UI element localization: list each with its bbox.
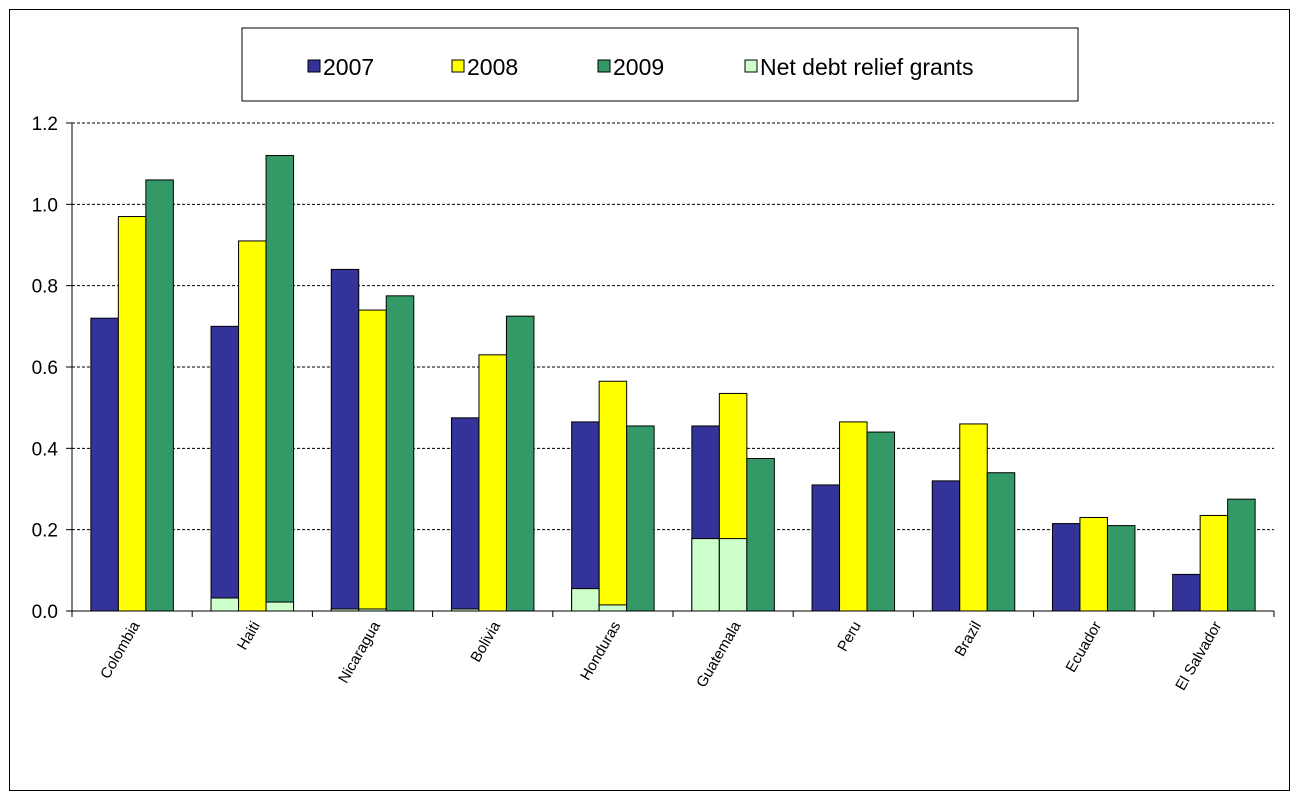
bar-net-debt-relief	[210, 597, 240, 612]
bar-net-debt-relief	[691, 538, 720, 612]
category-label: Colombia	[97, 618, 144, 682]
bar-2007	[90, 317, 119, 612]
bar-2008	[598, 380, 628, 612]
bar-2009	[1106, 525, 1136, 612]
legend-swatch	[451, 59, 465, 73]
bar-2009	[866, 431, 896, 612]
bar-2008	[117, 216, 147, 612]
bar-net-debt-relief	[571, 588, 600, 612]
bar-net-debt-relief	[718, 538, 748, 612]
y-tick-label: 0.2	[32, 521, 58, 542]
y-tick-label: 1.0	[32, 195, 58, 216]
bar-2009	[1227, 498, 1256, 612]
bar-2008	[1079, 516, 1108, 612]
bar-2007	[1172, 573, 1201, 612]
bar-2009	[265, 155, 295, 612]
legend-swatch	[744, 59, 758, 73]
y-tick-label: 0.6	[32, 358, 58, 379]
bar-2007	[811, 484, 841, 612]
legend-label: 2008	[467, 54, 518, 80]
legend-label: Net debt relief grants	[760, 54, 974, 80]
bar-2009	[746, 458, 775, 612]
bar-2009	[385, 295, 415, 612]
bar-2009	[505, 315, 535, 612]
bar-2007	[450, 417, 480, 612]
bar-2008	[839, 421, 868, 612]
bar-2007	[1051, 523, 1081, 612]
bar-2007	[571, 421, 600, 612]
category-label: Brazil	[951, 619, 984, 660]
bar-2008	[959, 423, 988, 612]
bar-2007	[931, 480, 961, 612]
legend-swatch	[597, 59, 611, 73]
category-label: El Salvador	[1172, 619, 1225, 694]
bar-2007	[210, 325, 240, 612]
category-label: Honduras	[577, 619, 624, 684]
bar-2008	[478, 354, 507, 612]
bar-2009	[986, 472, 1016, 612]
y-tick-label: 0.0	[32, 602, 58, 623]
bar-2009	[626, 425, 655, 612]
category-label: Ecuador	[1063, 619, 1106, 676]
category-label: Bolivia	[467, 618, 504, 665]
legend-swatch	[307, 59, 321, 73]
legend-label: 2009	[613, 54, 664, 80]
category-label: Guatemala	[693, 618, 745, 691]
bar-2009	[145, 179, 174, 612]
category-label: Haiti	[234, 619, 264, 653]
legend: 2007 2008 2009 Net debt relief grants	[241, 27, 1079, 102]
bars	[90, 155, 1256, 612]
category-label: Nicaragua	[335, 618, 384, 686]
bar-net-debt-relief	[265, 601, 295, 612]
bar-net-debt-relief	[598, 604, 628, 612]
y-tick-label: 0.8	[32, 277, 58, 298]
legend-label: 2007	[323, 54, 374, 80]
y-tick-label: 0.4	[32, 439, 59, 460]
y-tick-label: 1.2	[32, 114, 58, 135]
legend-box	[241, 27, 1079, 102]
bar-2008	[1199, 514, 1229, 612]
bar-2007	[330, 268, 360, 612]
bar-2008	[238, 240, 267, 612]
bar-2008	[358, 309, 387, 612]
category-label: Peru	[834, 619, 865, 655]
